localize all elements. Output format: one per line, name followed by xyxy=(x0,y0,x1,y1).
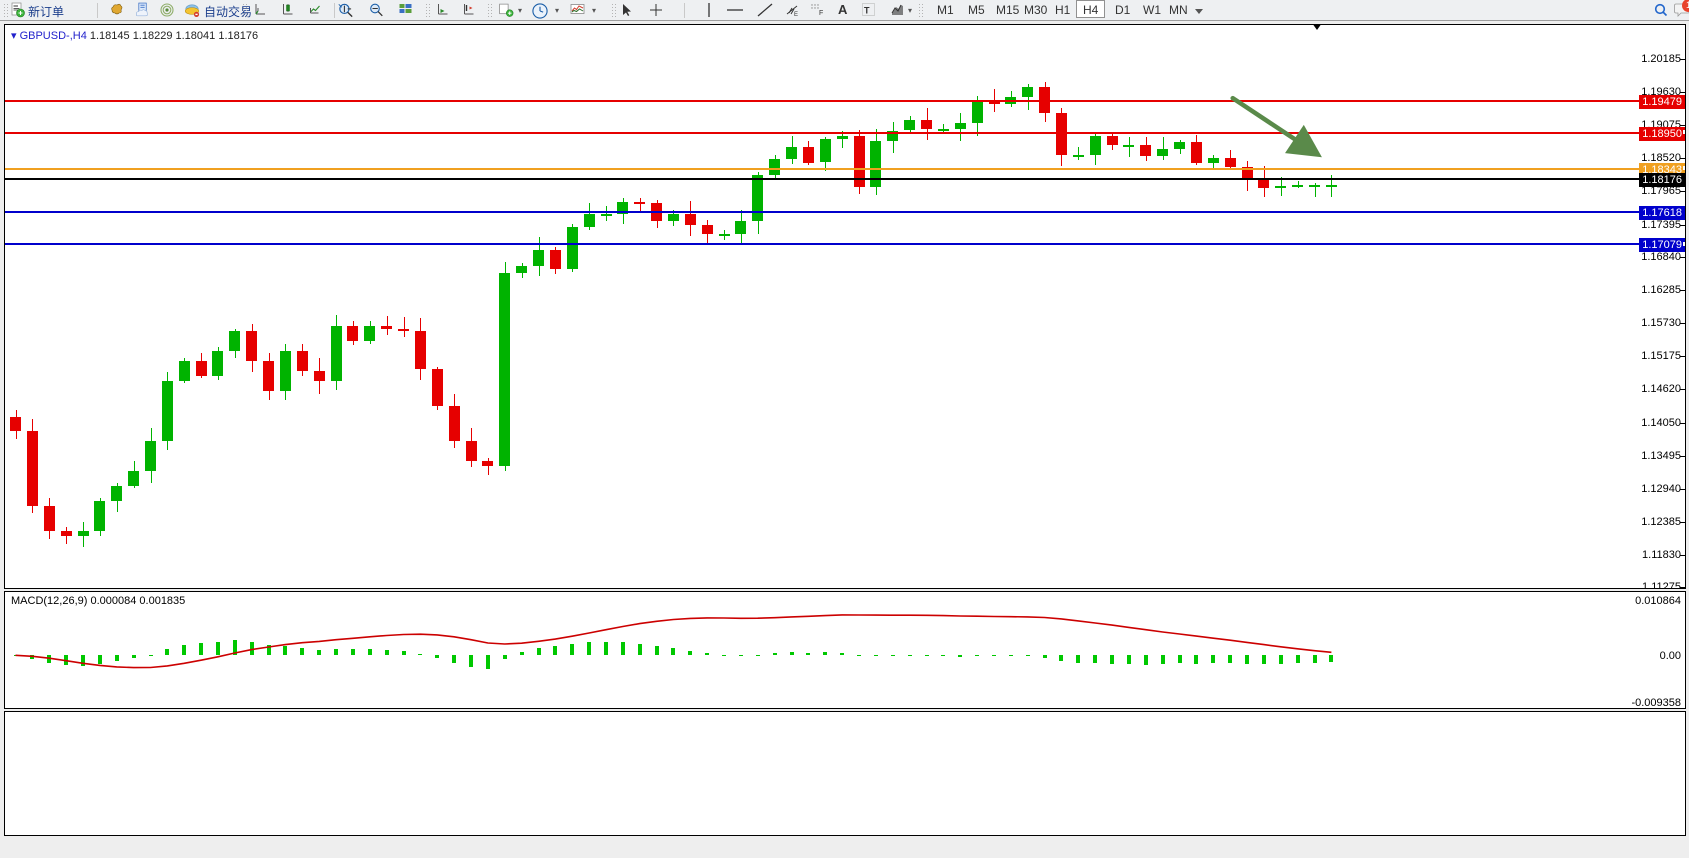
svg-text:F: F xyxy=(819,10,823,17)
svg-text:T: T xyxy=(864,6,870,16)
svg-text:E: E xyxy=(794,12,798,18)
